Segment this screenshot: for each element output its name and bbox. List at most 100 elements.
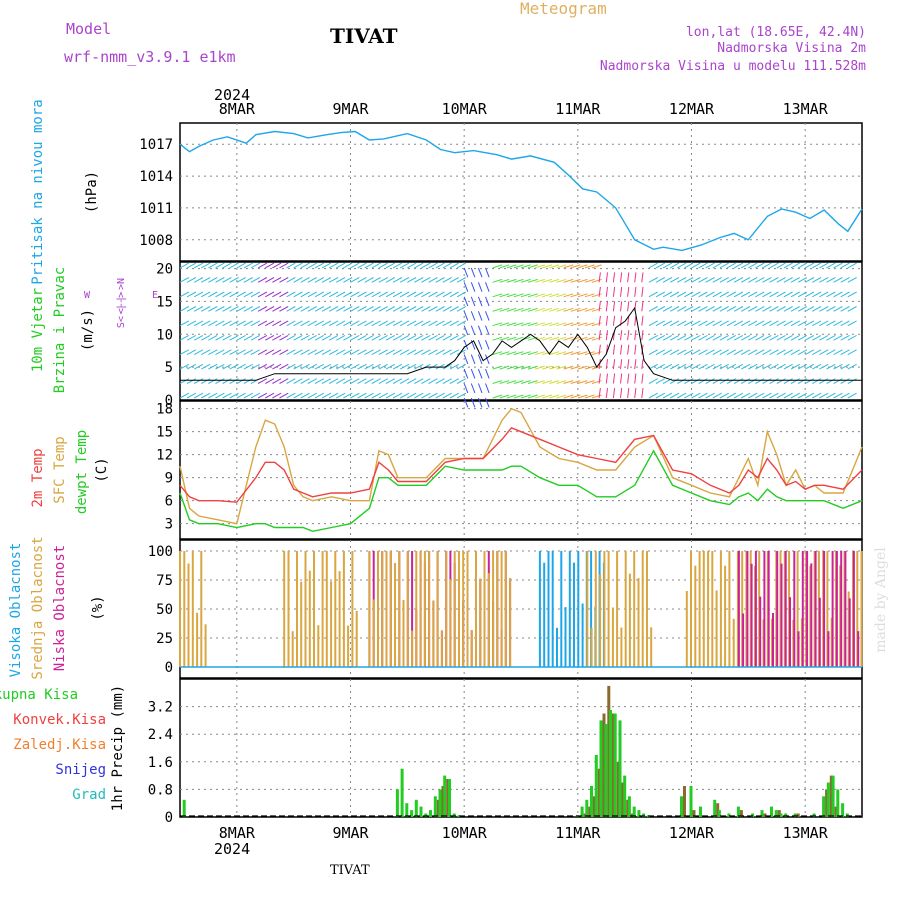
wind-vector [463, 368, 469, 379]
precip-total-bar [182, 799, 186, 818]
wind-vector [733, 392, 744, 399]
precip-convective-bar [825, 789, 829, 817]
wind-vector [300, 392, 310, 399]
wind-vector [186, 320, 197, 327]
wind-vector [605, 359, 608, 370]
y-tick-label: 3 [165, 517, 173, 533]
wind-vector [201, 291, 211, 298]
wind-vector [655, 349, 666, 356]
wind-vector [669, 262, 680, 269]
precip-total-bar [414, 799, 418, 818]
wind-vector [314, 262, 325, 269]
wind-vector [357, 277, 367, 283]
wind-vector [378, 349, 388, 356]
wind-vector [499, 278, 510, 283]
wind-vector [279, 334, 289, 341]
wind-vector [748, 262, 758, 269]
wind-vector [385, 306, 396, 312]
wind-vector [783, 262, 793, 269]
precip-total-bar [443, 775, 447, 817]
wind-vector [527, 293, 538, 298]
y-tick-label: 3.2 [148, 700, 173, 716]
wind-vector [378, 334, 388, 341]
wind-vector [847, 334, 857, 341]
wind-vector [328, 277, 339, 283]
wind-vector [186, 392, 197, 399]
wind-vector [470, 368, 476, 379]
wind-vector [797, 363, 808, 370]
wind-vector [272, 363, 282, 370]
wind-vector [186, 363, 197, 370]
wind-vector [236, 277, 246, 283]
wind-vector [378, 277, 388, 283]
wind-vector [364, 349, 374, 356]
wind-vector [485, 267, 490, 278]
wind-vector [556, 293, 567, 298]
wind-vector [826, 277, 836, 283]
wind-vector [399, 262, 410, 269]
wind-vector [399, 320, 410, 327]
wind-vector [428, 378, 438, 384]
wind-vector [470, 354, 476, 365]
wind-vector [321, 334, 332, 341]
wind-vector [605, 315, 608, 326]
wind-vector [627, 330, 630, 341]
wind-vector [527, 365, 538, 370]
wind-vector [556, 365, 567, 370]
wind-vector [691, 291, 701, 298]
precip-total-bar [751, 813, 755, 817]
wind-vector [229, 306, 239, 312]
wind-vector [286, 320, 296, 327]
wind-vector [826, 334, 836, 341]
wind-vector [570, 278, 581, 283]
precip-total-bar [623, 775, 627, 817]
wind-vector [243, 349, 253, 356]
wind-vector [229, 291, 239, 298]
sfc-temp-line [179, 407, 863, 525]
wind-vector [762, 320, 772, 327]
wind-vector [535, 293, 545, 298]
wind-vector [357, 306, 367, 312]
wind-vector [840, 378, 850, 384]
wind-vector [726, 363, 737, 370]
wind-vector [648, 363, 658, 370]
wind-vector [776, 334, 786, 341]
wind-vector [527, 307, 538, 312]
wind-vector [407, 378, 417, 384]
wind-vector [229, 277, 239, 283]
pressure-unit-label: (hPa) [84, 171, 100, 213]
wind-vector [286, 291, 296, 298]
wind-vector [222, 363, 232, 370]
wind-vector [215, 262, 225, 269]
wind-vector [499, 322, 510, 327]
wind-vector [350, 378, 360, 384]
wind-vector [712, 349, 722, 356]
wind-vector [577, 336, 588, 341]
wind-vector [193, 291, 204, 298]
wind-vector [186, 378, 197, 384]
wind-vector [336, 363, 346, 370]
wind-vector [328, 363, 339, 370]
wind-vector [762, 291, 772, 298]
wind-vector [598, 330, 601, 341]
wind-vector [726, 392, 737, 399]
wind-vector [314, 378, 325, 384]
wind-vector [364, 363, 374, 370]
wind-vector [776, 363, 786, 370]
wind-vector [456, 277, 467, 283]
wind-vector [463, 282, 469, 292]
wind-vector [755, 291, 765, 298]
dewpt-temp-line [179, 449, 863, 533]
wind-vector [328, 378, 339, 384]
wind-vector [563, 264, 574, 269]
wind-speed-line [180, 306, 862, 381]
wind-vector [826, 378, 836, 384]
wind-vector [790, 334, 800, 341]
wind-vector [762, 392, 772, 399]
wind-vector [314, 291, 325, 298]
precip-total-bar [585, 799, 589, 818]
wind-vector [542, 336, 553, 341]
wind-vector [279, 262, 289, 269]
wind-vector [826, 306, 836, 312]
wind-vector [485, 397, 490, 408]
